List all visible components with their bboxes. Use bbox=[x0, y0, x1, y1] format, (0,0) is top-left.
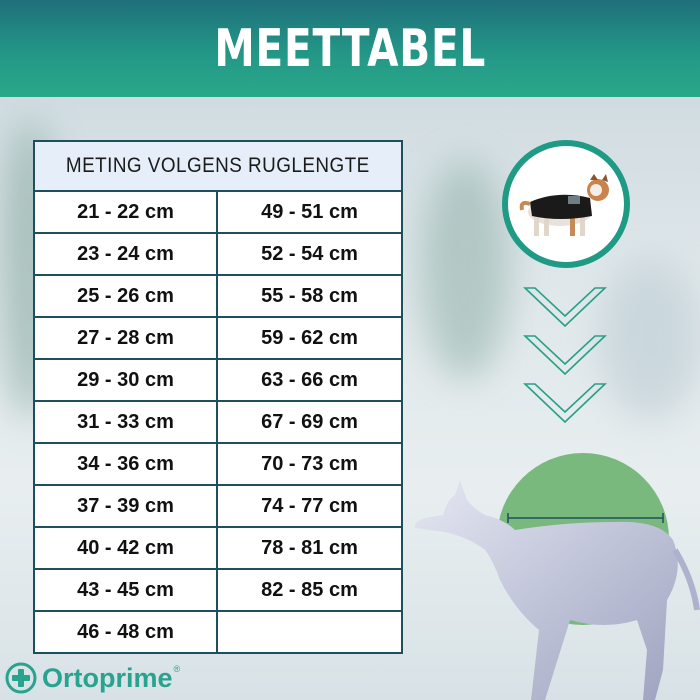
dog-silhouette bbox=[414, 480, 700, 700]
table-cell-right: 63 - 66 cm bbox=[261, 368, 358, 391]
table-cell-right bbox=[218, 612, 401, 652]
table-cell-left: 25 - 26 cm bbox=[35, 276, 218, 316]
page-title: MEETTABEL bbox=[214, 18, 486, 79]
table-cell-right: 70 - 73 cm bbox=[261, 452, 358, 475]
table-row: 37 - 39 cm 74 - 77 cm bbox=[35, 486, 401, 528]
table-cell-left: 31 - 33 cm bbox=[35, 402, 218, 442]
table-cell-right: 52 - 54 cm bbox=[261, 242, 358, 265]
table-cell-left: 34 - 36 cm bbox=[35, 444, 218, 484]
table-cell-left: 37 - 39 cm bbox=[35, 486, 218, 526]
logo-text: Ortoprime bbox=[42, 662, 173, 693]
table-cell-right: 59 - 62 cm bbox=[261, 326, 358, 349]
table-cell-right: 78 - 81 cm bbox=[261, 536, 358, 559]
table-heading: METING VOLGENS RUGLENGTE bbox=[35, 142, 401, 192]
chevron-down-icon bbox=[522, 287, 608, 424]
logo-registered: ® bbox=[173, 664, 181, 674]
size-table: METING VOLGENS RUGLENGTE 21 - 22 cm 49 - … bbox=[33, 140, 403, 654]
table-cell-right: 74 - 77 cm bbox=[261, 494, 358, 517]
page-header: MEETTABEL bbox=[0, 0, 700, 97]
table-cell-left: 27 - 28 cm bbox=[35, 318, 218, 358]
table-cell-right: 67 - 69 cm bbox=[261, 410, 358, 433]
table-cell-right: 82 - 85 cm bbox=[261, 578, 358, 601]
table-row: 40 - 42 cm 78 - 81 cm bbox=[35, 528, 401, 570]
background-blur bbox=[420, 160, 510, 380]
table-cell-left: 21 - 22 cm bbox=[35, 192, 218, 232]
table-row: 21 - 22 cm 49 - 51 cm bbox=[35, 192, 401, 234]
dog-with-coat-icon bbox=[519, 174, 609, 236]
table-row: 29 - 30 cm 63 - 66 cm bbox=[35, 360, 401, 402]
brand-logo: Ortoprime ® bbox=[4, 660, 180, 696]
table-cell-right: 49 - 51 cm bbox=[261, 200, 358, 223]
dog-coat-photo bbox=[502, 140, 630, 268]
table-cell-left: 43 - 45 cm bbox=[35, 570, 218, 610]
table-cell-left: 46 - 48 cm bbox=[35, 612, 218, 652]
table-row: 25 - 26 cm 55 - 58 cm bbox=[35, 276, 401, 318]
ortoprime-plus-icon bbox=[5, 662, 37, 694]
table-cell-right: 55 - 58 cm bbox=[261, 284, 358, 307]
table-row: 46 - 48 cm bbox=[35, 612, 401, 652]
table-cell-left: 23 - 24 cm bbox=[35, 234, 218, 274]
table-row: 27 - 28 cm 59 - 62 cm bbox=[35, 318, 401, 360]
table-cell-left: 29 - 30 cm bbox=[35, 360, 218, 400]
background-blur bbox=[600, 260, 700, 420]
table-row: 43 - 45 cm 82 - 85 cm bbox=[35, 570, 401, 612]
table-cell-left: 40 - 42 cm bbox=[35, 528, 218, 568]
table-row: 31 - 33 cm 67 - 69 cm bbox=[35, 402, 401, 444]
table-row: 23 - 24 cm 52 - 54 cm bbox=[35, 234, 401, 276]
table-row: 34 - 36 cm 70 - 73 cm bbox=[35, 444, 401, 486]
